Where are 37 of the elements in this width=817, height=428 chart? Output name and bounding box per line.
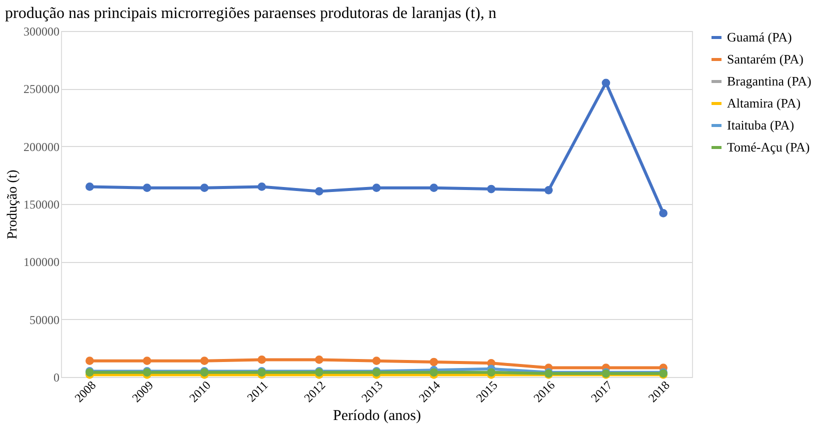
- point: [258, 356, 266, 364]
- point: [430, 368, 438, 377]
- x-tick-label: 2011: [244, 378, 271, 405]
- point: [142, 356, 152, 366]
- point: [86, 182, 94, 191]
- point: [200, 184, 209, 192]
- y-tick-label: 0: [54, 370, 60, 384]
- point: [200, 356, 209, 366]
- point: [430, 184, 438, 192]
- legend-label: Tomé-Açu (PA): [727, 140, 810, 154]
- point: [314, 187, 324, 196]
- chart-title: produção nas principais microrregiões paraenses produtoras de laranjas (t), n: [5, 5, 496, 22]
- point: [86, 356, 94, 366]
- legend-label: Guamá (PA): [727, 30, 792, 44]
- y-tick-label: 100000: [24, 255, 60, 270]
- legend-label: Santarém (PA): [727, 52, 804, 66]
- point: [372, 356, 381, 366]
- point: [602, 78, 610, 88]
- x-axis-title: Período (anos): [333, 408, 421, 424]
- point: [487, 368, 496, 377]
- y-tick-label: 150000: [24, 198, 60, 212]
- point: [142, 184, 152, 192]
- point: [314, 356, 324, 364]
- point: [487, 184, 496, 194]
- point: [659, 209, 668, 218]
- y-tick-label: 250000: [24, 82, 60, 96]
- y-axis-title: Produção (t): [6, 169, 20, 240]
- y-tick-label: 200000: [24, 140, 60, 154]
- legend-label: Itaituba (PA): [727, 118, 794, 132]
- legend-label: Bragantina (PA): [727, 74, 812, 88]
- point: [544, 186, 553, 194]
- point: [372, 184, 381, 192]
- point: [430, 358, 438, 366]
- y-tick-label: 50000: [30, 312, 60, 327]
- legend-label: Altamira (PA): [727, 96, 801, 110]
- point: [258, 182, 266, 191]
- y-tick-label: 300000: [24, 24, 60, 38]
